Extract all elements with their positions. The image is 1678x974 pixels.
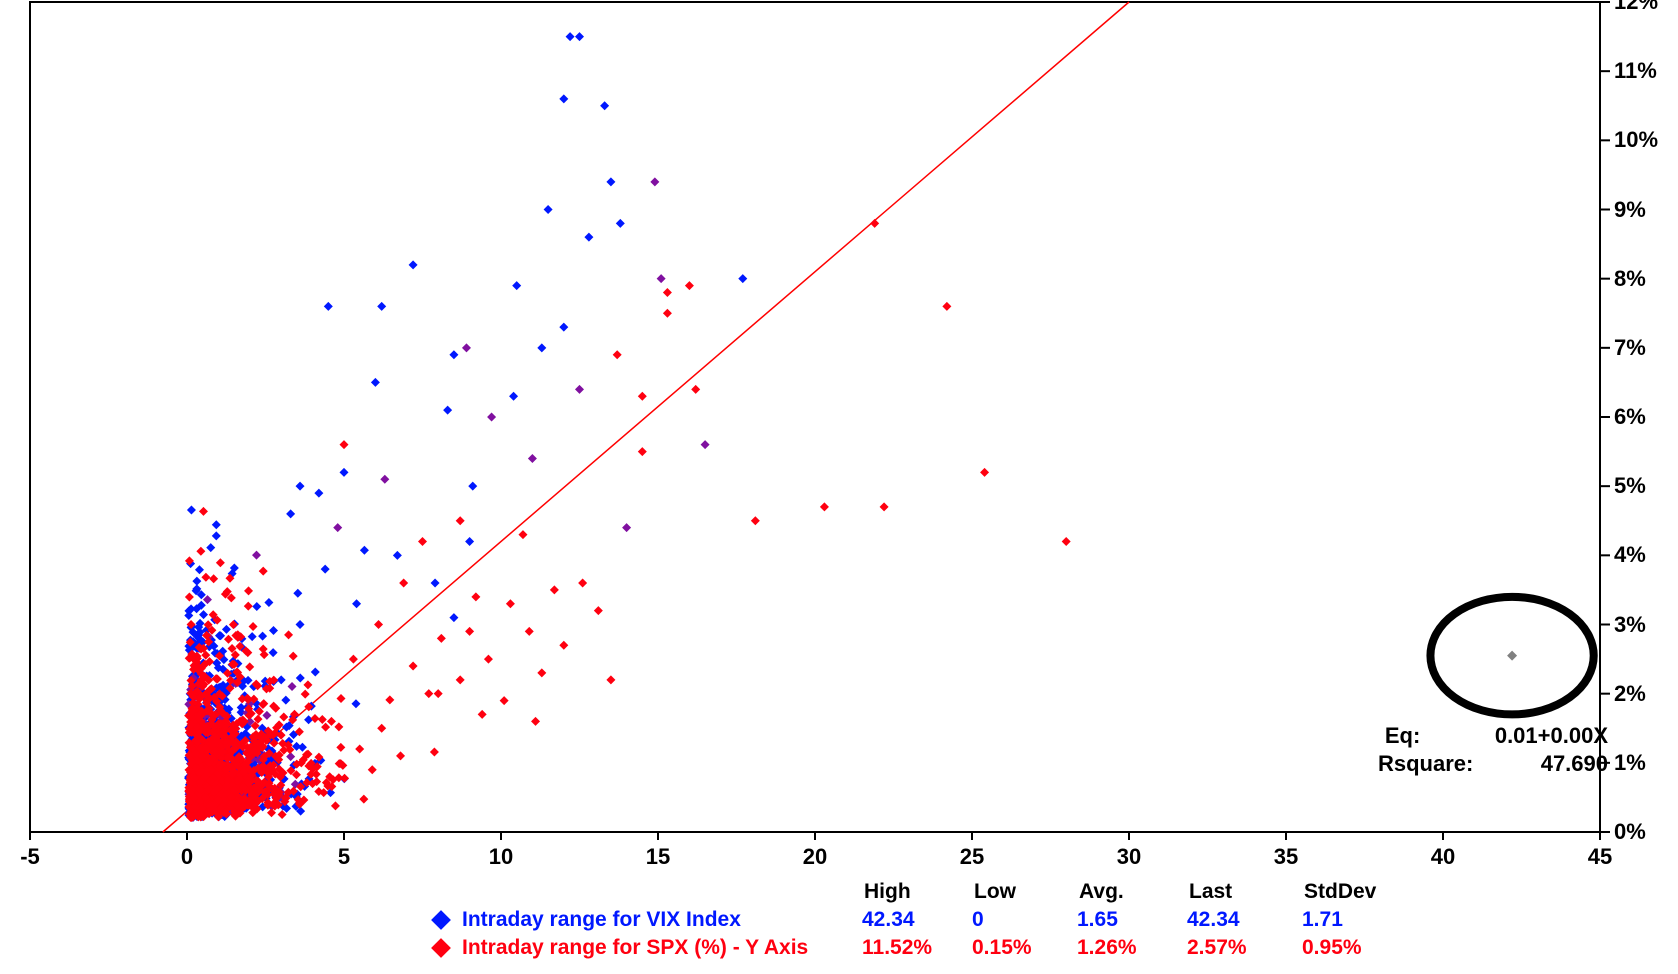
y-tick-label: 8% — [1614, 266, 1646, 292]
x-tick-label: 10 — [489, 844, 513, 870]
y-tick-label: 3% — [1614, 612, 1646, 638]
regression-equation: Eq:0.01+0.00X — [1385, 723, 1608, 749]
legend-row-spx: Intraday range for SPX (%) - Y Axis11.52… — [430, 936, 1412, 960]
y-tick-label: 11% — [1614, 58, 1657, 84]
x-tick-label: 20 — [803, 844, 827, 870]
x-tick-label: -5 — [20, 844, 40, 870]
legend-value: 0.95% — [1302, 936, 1412, 960]
y-tick-label: 4% — [1614, 542, 1646, 568]
x-tick-label: 35 — [1274, 844, 1298, 870]
legend-value: 42.34 — [1187, 908, 1302, 932]
x-tick-label: 45 — [1588, 844, 1612, 870]
legend-value: 1.65 — [1077, 908, 1187, 932]
legend-label-spx: Intraday range for SPX (%) - Y Axis — [462, 936, 862, 960]
legend-row-vix: Intraday range for VIX Index42.3401.6542… — [430, 908, 1412, 932]
legend-col-low: Low — [974, 880, 1079, 904]
y-tick-label: 1% — [1614, 750, 1646, 776]
legend-value: 1.71 — [1302, 908, 1412, 932]
legend-value: 0.15% — [972, 936, 1077, 960]
legend-col-last: Last — [1189, 880, 1304, 904]
y-tick-label: 5% — [1614, 473, 1646, 499]
x-tick-label: 25 — [960, 844, 984, 870]
y-tick-label: 9% — [1614, 197, 1646, 223]
regression-rsquare: Rsquare:47.690 — [1378, 751, 1608, 777]
legend-value: 2.57% — [1187, 936, 1302, 960]
legend-col-avg: Avg. — [1079, 880, 1189, 904]
legend-col-high: High — [864, 880, 974, 904]
y-tick-label: 10% — [1614, 127, 1658, 153]
legend-value: 0 — [972, 908, 1077, 932]
x-tick-label: 40 — [1431, 844, 1455, 870]
legend-value: 1.26% — [1077, 936, 1187, 960]
chart-svg — [0, 0, 1678, 974]
legend-value: 11.52% — [862, 936, 972, 960]
x-tick-label: 5 — [338, 844, 350, 870]
y-tick-label: 12% — [1614, 0, 1658, 15]
legend-marker-vix — [431, 910, 451, 930]
legend-label-vix: Intraday range for VIX Index — [462, 908, 862, 932]
scatter-chart: { "chart": { "type": "scatter", "plot": … — [0, 0, 1678, 974]
y-tick-label: 6% — [1614, 404, 1646, 430]
x-tick-label: 30 — [1117, 844, 1141, 870]
x-tick-label: 15 — [646, 844, 670, 870]
y-tick-label: 0% — [1614, 819, 1646, 845]
legend-col-stddev: StdDev — [1304, 880, 1414, 904]
y-tick-label: 2% — [1614, 681, 1646, 707]
y-tick-label: 7% — [1614, 335, 1646, 361]
legend-value: 42.34 — [862, 908, 972, 932]
x-tick-label: 0 — [181, 844, 193, 870]
legend-marker-spx — [431, 938, 451, 958]
